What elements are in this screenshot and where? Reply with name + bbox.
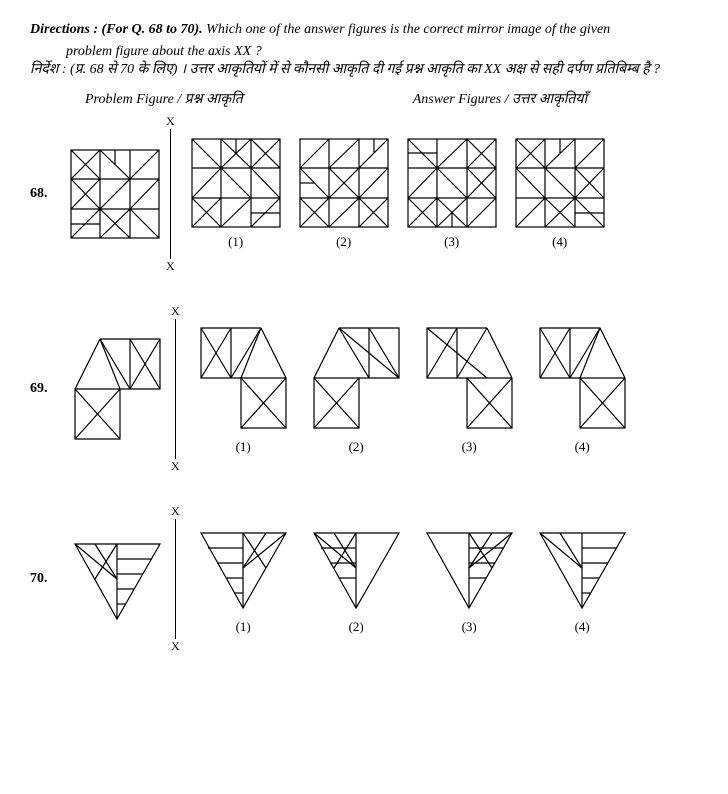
option-label: (1) — [236, 439, 251, 455]
option-68-2: (2) — [299, 138, 389, 250]
option-label: (1) — [236, 619, 251, 635]
question-69: 69. X X (1) (2) (3) — [30, 304, 698, 474]
option-label: (2) — [349, 439, 364, 455]
polygon-pattern-icon — [196, 323, 291, 433]
option-70-1: (1) — [196, 523, 291, 635]
directions-english-line2: problem figure about the axis XX ? — [30, 44, 698, 60]
square-pattern-icon — [515, 138, 605, 228]
answer-options-70: (1) (2) (3) (4) — [196, 523, 630, 635]
option-69-1: (1) — [196, 323, 291, 455]
problem-figure-69 — [70, 334, 165, 444]
question-number: 69. — [30, 381, 70, 397]
option-69-2: (2) — [309, 323, 404, 455]
directions-text-1: Which one of the answer figures is the c… — [206, 22, 610, 37]
mirror-axis: X X — [171, 504, 180, 654]
directions-hindi: निर्देश : (प्र. 68 से 70 के लिए) । उत्तर… — [30, 60, 698, 80]
answer-options-68: (1) (2) (3) (4) — [191, 138, 605, 250]
option-70-3: (3) — [422, 523, 517, 635]
axis-line-icon — [175, 519, 176, 639]
option-70-4: (4) — [535, 523, 630, 635]
problem-figure-label: Problem Figure / प्रश्न आकृति — [85, 89, 243, 108]
triangle-pattern-icon — [70, 534, 165, 624]
directions-bold: Directions : (For Q. 68 to 70). — [30, 22, 203, 37]
polygon-pattern-icon — [70, 334, 165, 444]
option-label: (3) — [462, 439, 477, 455]
axis-label-top: X — [166, 114, 175, 129]
option-69-4: (4) — [535, 323, 630, 455]
option-68-1: (1) — [191, 138, 281, 250]
problem-figure-68 — [70, 149, 160, 239]
axis-label-top: X — [171, 304, 180, 319]
triangle-pattern-icon — [535, 523, 630, 613]
option-label: (2) — [336, 234, 351, 250]
option-70-2: (2) — [309, 523, 404, 635]
option-label: (4) — [552, 234, 567, 250]
question-number: 70. — [30, 571, 70, 587]
option-68-3: (3) — [407, 138, 497, 250]
option-label: (2) — [349, 619, 364, 635]
question-number: 68. — [30, 186, 70, 202]
polygon-pattern-icon — [422, 323, 517, 433]
problem-figure-70 — [70, 534, 165, 624]
directions-english: Directions : (For Q. 68 to 70). Which on… — [30, 20, 698, 40]
square-pattern-icon — [191, 138, 281, 228]
option-68-4: (4) — [515, 138, 605, 250]
mirror-axis: X X — [166, 114, 175, 274]
question-68: 68. X X — [30, 114, 698, 274]
answer-options-69: (1) (2) (3) (4) — [196, 323, 630, 455]
axis-label-top: X — [171, 504, 180, 519]
square-pattern-icon — [70, 149, 160, 239]
axis-line-icon — [175, 319, 176, 459]
option-label: (4) — [575, 439, 590, 455]
square-pattern-icon — [407, 138, 497, 228]
polygon-pattern-icon — [309, 323, 404, 433]
option-label: (4) — [575, 619, 590, 635]
triangle-pattern-icon — [309, 523, 404, 613]
option-label: (1) — [228, 234, 243, 250]
triangle-pattern-icon — [422, 523, 517, 613]
answer-figures-label: Answer Figures / उत्तर आकृतियाँ — [413, 89, 587, 108]
axis-line-icon — [170, 129, 171, 259]
question-70: 70. X X (1) (2) (3) — [30, 504, 698, 654]
triangle-pattern-icon — [196, 523, 291, 613]
option-label: (3) — [444, 234, 459, 250]
axis-label-bottom: X — [171, 459, 180, 474]
figure-headers: Problem Figure / प्रश्न आकृति Answer Fig… — [30, 89, 698, 108]
polygon-pattern-icon — [535, 323, 630, 433]
axis-label-bottom: X — [171, 639, 180, 654]
mirror-axis: X X — [171, 304, 180, 474]
option-label: (3) — [462, 619, 477, 635]
option-69-3: (3) — [422, 323, 517, 455]
square-pattern-icon — [299, 138, 389, 228]
axis-label-bottom: X — [166, 259, 175, 274]
